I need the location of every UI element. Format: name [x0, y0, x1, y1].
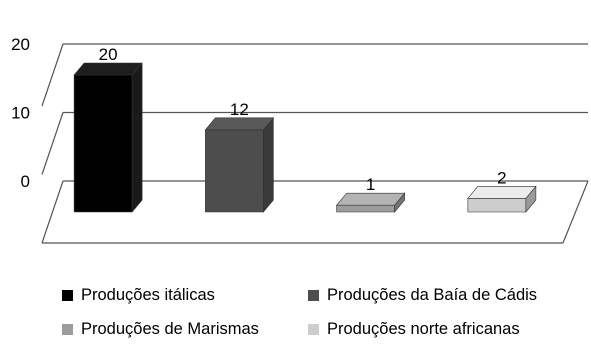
legend-swatch	[308, 324, 319, 335]
legend: Produções itálicas Produções da Baía de …	[40, 286, 580, 346]
y-tick-label: 20	[11, 35, 30, 54]
bar-3	[335, 192, 406, 213]
bar-top-face	[335, 192, 406, 206]
data-label: 20	[99, 45, 118, 64]
legend-label: Produções norte africanas	[327, 320, 520, 338]
y-tick-label: 0	[21, 172, 30, 191]
gridline-side	[41, 180, 64, 244]
legend-label: Produções itálicas	[81, 286, 215, 304]
bar-front-face	[467, 198, 527, 213]
floor-right-edge	[562, 180, 589, 244]
bar-front-face	[336, 204, 395, 213]
data-label: 12	[230, 100, 249, 119]
bar-top-face	[467, 186, 537, 199]
data-label: 2	[497, 168, 506, 187]
legend-item-norte-africanas: Produções norte africanas	[308, 320, 520, 339]
bar-front-face	[73, 74, 133, 213]
legend-swatch	[62, 324, 73, 335]
gridline-side	[41, 112, 64, 175]
gridline-side	[41, 43, 64, 107]
bars	[73, 62, 537, 213]
legend-label: Produções da Baía de Cádis	[327, 286, 538, 304]
y-tick-label: 10	[11, 104, 30, 123]
legend-item-marismas: Produções de Marismas	[62, 320, 259, 339]
bar-side-face	[263, 116, 274, 213]
gridlines	[41, 43, 589, 244]
bar-1	[73, 62, 143, 213]
legend-item-baia-de-cadis: Produções da Baía de Cádis	[308, 286, 537, 305]
y-axis-ticks: 0 10 20	[11, 35, 30, 191]
bar-front-face	[205, 129, 264, 213]
bar-top-face	[73, 62, 143, 76]
data-label: 1	[366, 175, 375, 194]
legend-swatch	[62, 290, 73, 301]
bar-4	[467, 185, 537, 213]
legend-item-italicas: Produções itálicas	[62, 286, 215, 305]
bar-side-face	[131, 62, 143, 213]
bar-2	[204, 116, 275, 213]
legend-swatch	[308, 290, 319, 301]
bar-top-face	[204, 117, 275, 131]
legend-label: Produções de Marismas	[81, 320, 259, 338]
